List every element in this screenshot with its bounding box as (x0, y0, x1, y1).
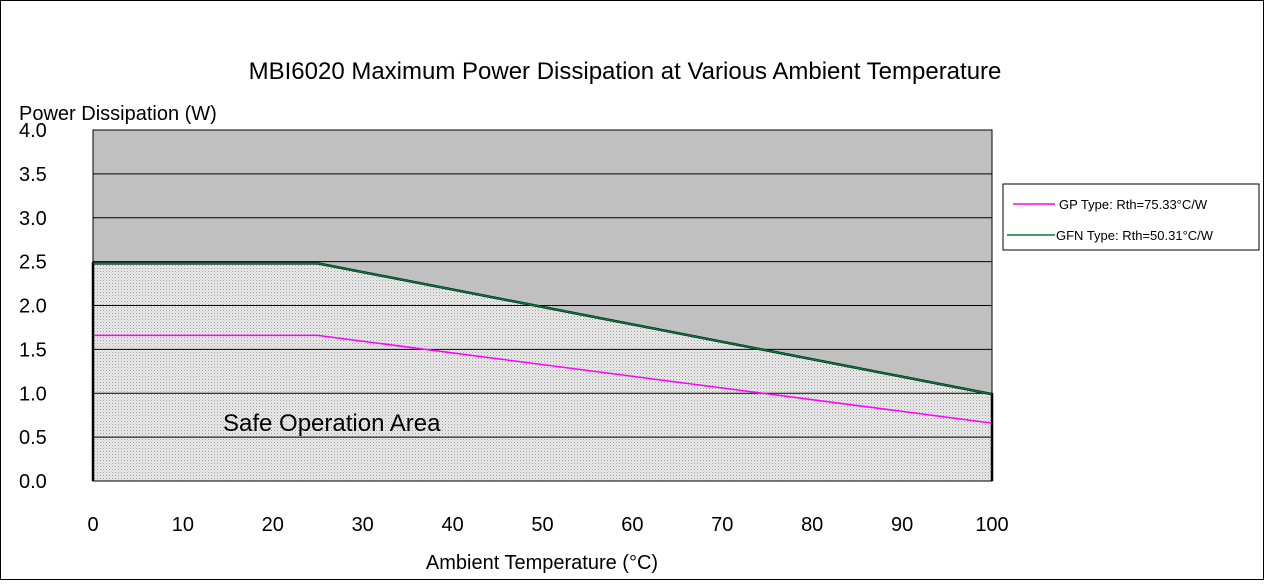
chart-title: MBI6020 Maximum Power Dissipation at Var… (249, 58, 1002, 85)
y-tick-label: 2.0 (19, 296, 47, 318)
y-tick-label: 0.0 (19, 471, 47, 493)
x-tick-label: 50 (531, 514, 553, 536)
safe-operation-area-label: Safe Operation Area (223, 410, 441, 437)
y-tick-label: 1.5 (19, 339, 47, 361)
y-tick-label: 3.0 (19, 208, 47, 230)
x-tick-label: 10 (172, 514, 194, 536)
x-tick-label: 80 (801, 514, 823, 536)
series-line-gfn (93, 262, 993, 395)
plot-border (92, 129, 993, 482)
y-tick-label: 1.0 (19, 383, 47, 405)
y-tick-label: 3.5 (19, 164, 47, 186)
plot-area (91, 129, 994, 482)
y-axis-label: Power Dissipation (W) (19, 103, 217, 125)
x-tick-labels: 0 10 20 30 40 50 60 70 80 90 100 (87, 514, 1008, 536)
x-tick-label: 70 (711, 514, 733, 536)
x-tick-label: 30 (352, 514, 374, 536)
legend-label: GFN Type: Rth=50.31°C/W (1056, 228, 1214, 243)
y-tick-label: 0.5 (19, 427, 47, 449)
y-tick-label: 2.5 (19, 252, 47, 274)
y-tick-labels: 0.0 0.5 1.0 1.5 2.0 2.5 3.0 3.5 4.0 (19, 120, 47, 493)
x-tick-label: 100 (975, 514, 1008, 536)
x-tick-label: 40 (441, 514, 463, 536)
x-tick-label: 20 (262, 514, 284, 536)
x-axis-label: Ambient Temperature (°C) (426, 552, 658, 574)
x-tick-label: 0 (87, 514, 98, 536)
x-tick-label: 60 (621, 514, 643, 536)
x-tick-label: 90 (891, 514, 913, 536)
y-tick-label: 4.0 (19, 120, 47, 142)
safe-area-fill (93, 263, 992, 481)
legend: GP Type: Rth=75.33°C/W GFN Type: Rth=50.3… (1002, 183, 1260, 251)
series-line-gp (93, 334, 993, 424)
legend-box (1002, 183, 1260, 251)
legend-label: GP Type: Rth=75.33°C/W (1059, 197, 1208, 212)
